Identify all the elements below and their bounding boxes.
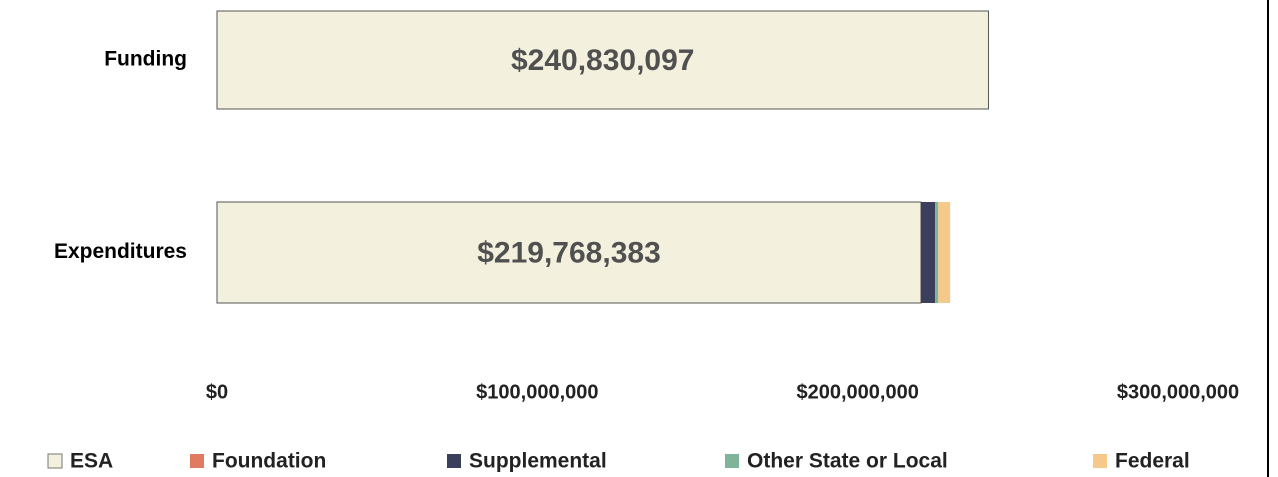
- x-tick-label: $100,000,000: [476, 381, 598, 403]
- x-tick-label: $300,000,000: [1117, 381, 1239, 403]
- value-label: $219,768,383: [477, 236, 661, 269]
- bar-segment: [216, 10, 989, 110]
- bar-segment: [935, 202, 939, 303]
- legend-swatch: [725, 454, 739, 468]
- bar-segment: [938, 202, 951, 303]
- legend-swatch: [447, 454, 461, 468]
- legend-swatch: [190, 454, 204, 468]
- legend-swatch: [1093, 454, 1107, 468]
- x-tick-label: $200,000,000: [796, 381, 918, 403]
- legend-label: Other State or Local: [747, 450, 948, 473]
- bar-segment: [920, 202, 936, 303]
- x-tick-label: $0: [206, 381, 228, 403]
- value-label: $240,830,097: [511, 44, 695, 77]
- legend-label: Supplemental: [469, 450, 607, 473]
- legend-swatch: [47, 453, 63, 469]
- legend-label: Federal: [1115, 450, 1190, 473]
- legend-label: Foundation: [212, 450, 326, 473]
- category-label: Expenditures: [54, 240, 187, 263]
- category-label: Funding: [104, 48, 187, 71]
- legend-label: ESA: [70, 450, 113, 473]
- bar-segment: [216, 201, 922, 304]
